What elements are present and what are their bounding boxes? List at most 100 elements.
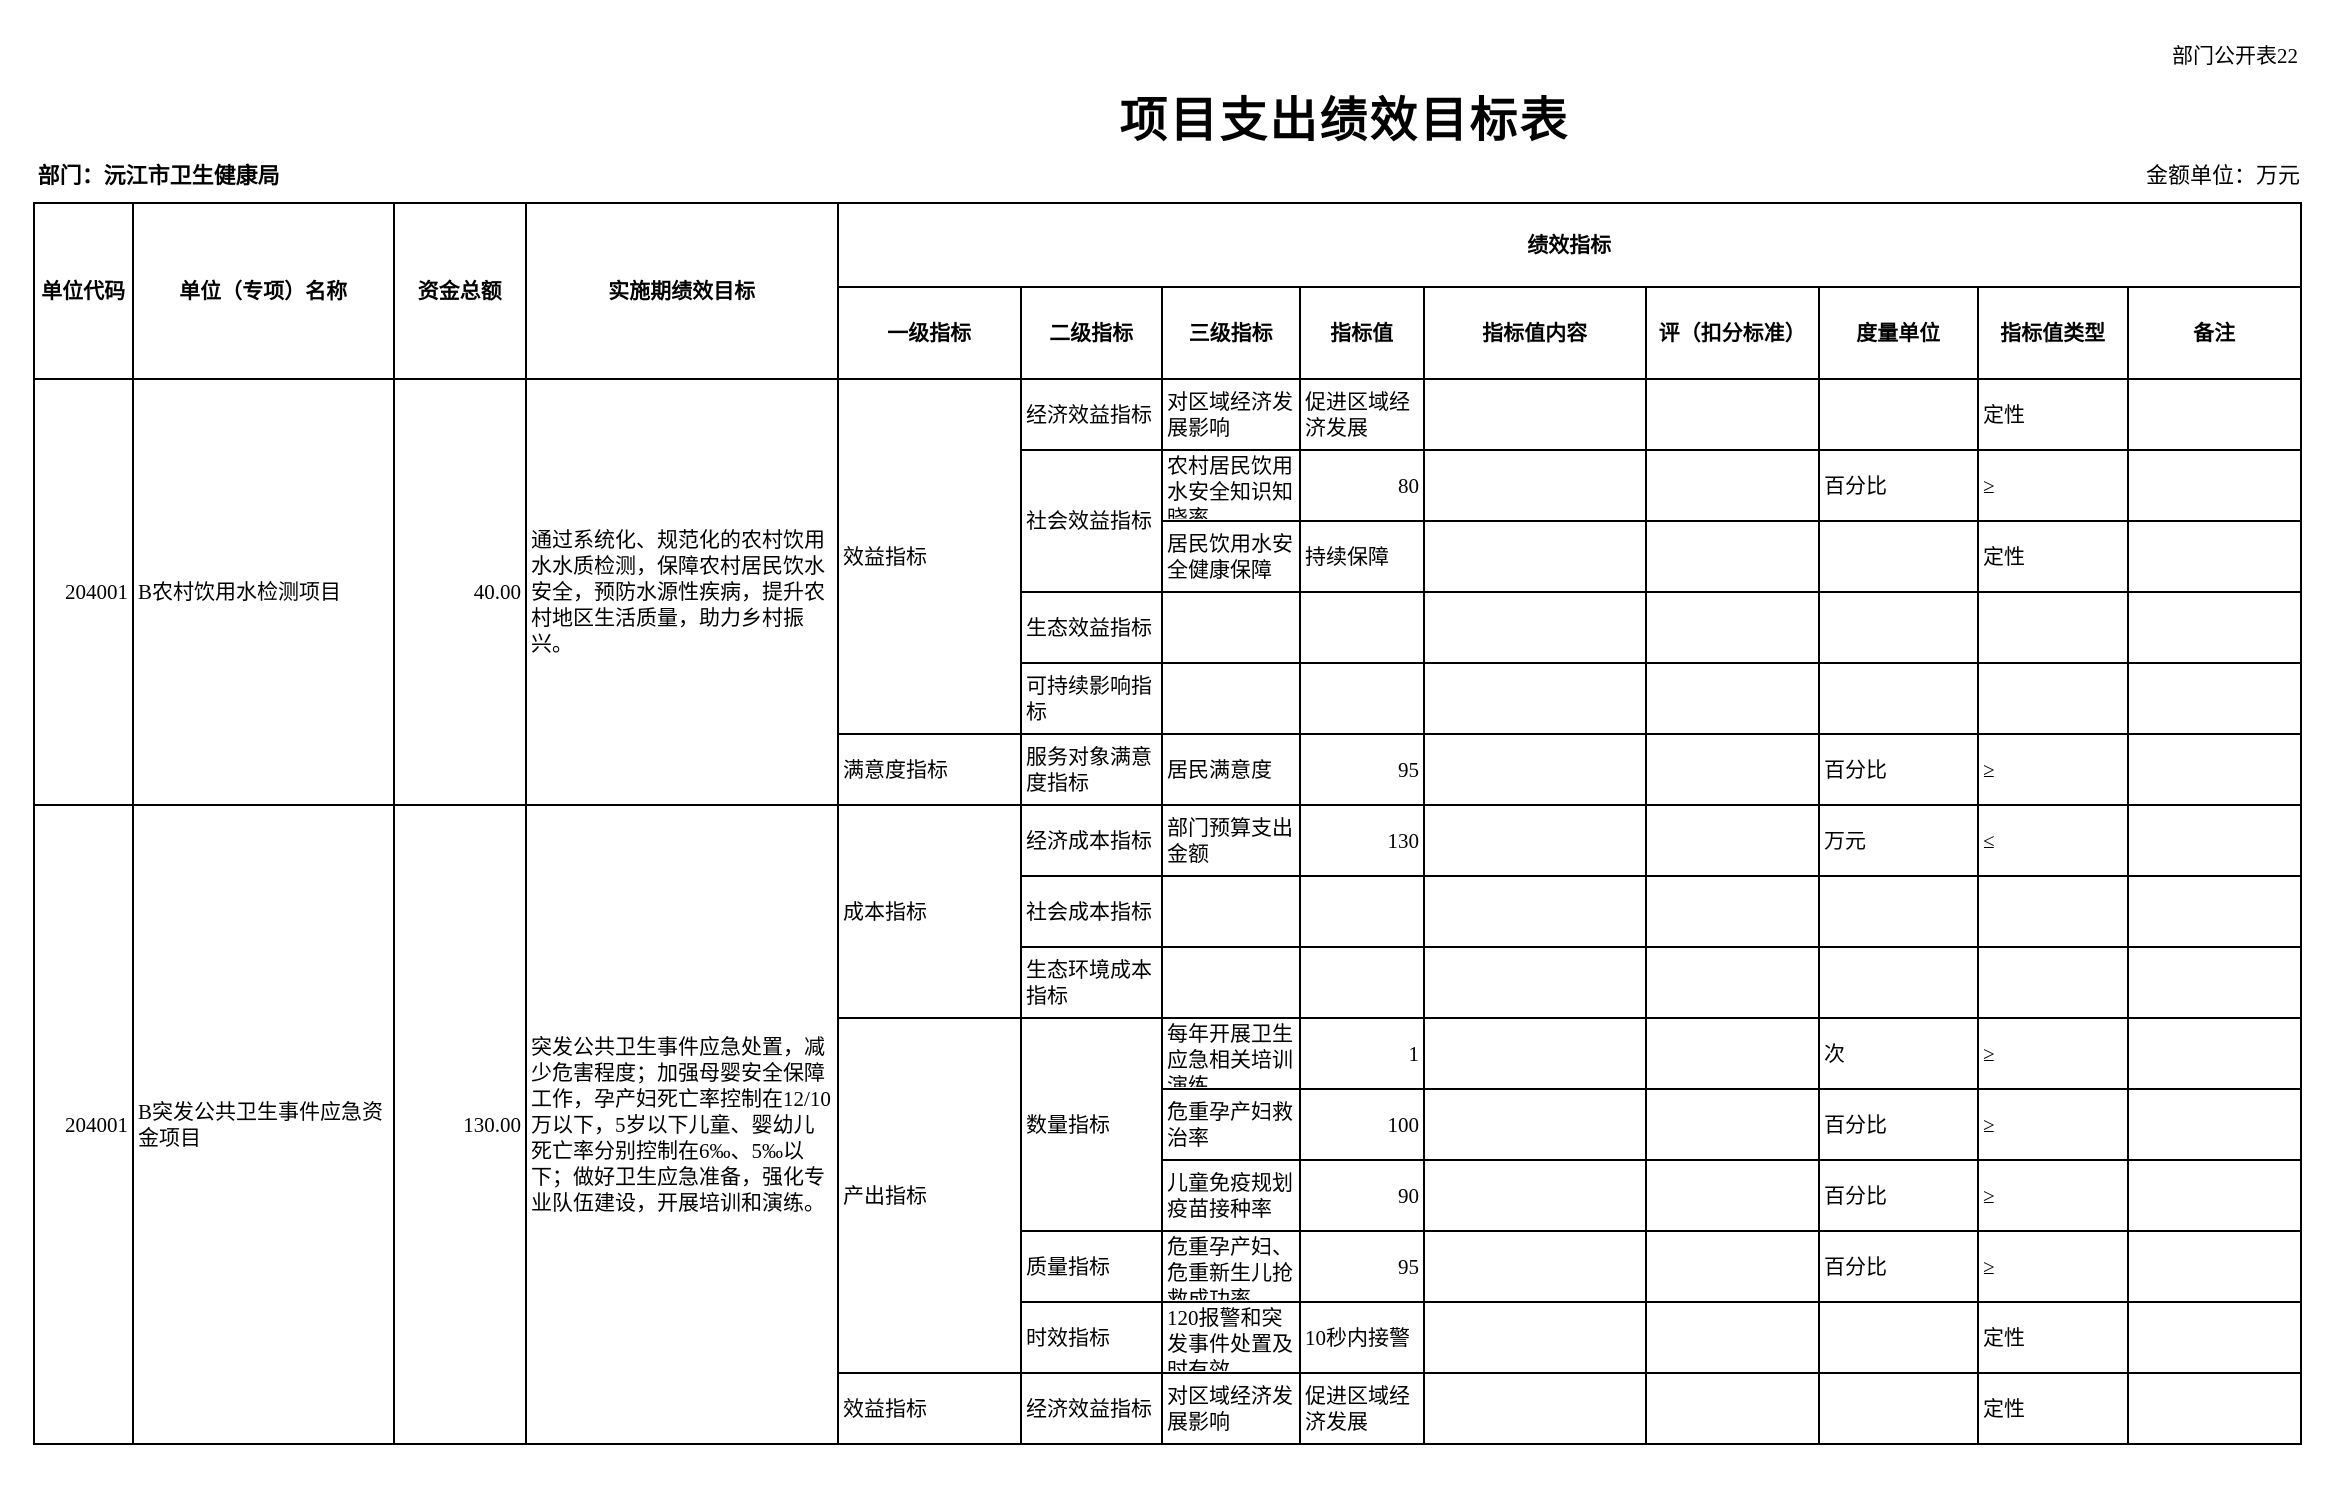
scoring-standard	[1645, 804, 1820, 877]
project-name-text: B农村饮用水检测项目	[138, 580, 342, 604]
level3-indicator-text: 120报警和突发事件处置及时有效	[1167, 1305, 1293, 1371]
level2-indicator: 可持续影响指标	[1020, 662, 1163, 735]
level3-indicator: 儿童免疫规划疫苗接种率	[1161, 1159, 1301, 1232]
level2-indicator: 质量指标	[1020, 1230, 1163, 1303]
header-sub-3: 指标值	[1299, 286, 1425, 380]
indicator-value-text: 95	[1398, 757, 1419, 782]
level2-indicator: 社会效益指标	[1020, 449, 1163, 593]
remarks	[2126, 1159, 2303, 1232]
remarks	[2126, 520, 2303, 593]
level2-indicator-text: 可持续影响指标	[1026, 673, 1152, 724]
value-type: ≥	[1977, 1230, 2129, 1303]
scoring-standard	[1645, 1230, 1820, 1303]
level3-indicator-text: 农村居民饮用水安全知识知晓率	[1167, 453, 1293, 519]
indicator-value-text: 80	[1398, 473, 1419, 498]
performance-goal: 突发公共卫生事件应急处置，减少危害程度；加强母婴安全保障工作，孕产妇死亡率控制在…	[525, 804, 839, 1445]
level3-indicator	[1161, 946, 1301, 1019]
table-row: 质量指标 危重孕产妇、危重新生儿抢救成功率 95 百分比 ≥	[34, 1230, 2303, 1303]
level3-indicator-text: 每年开展卫生应急相关培训演练	[1167, 1021, 1293, 1087]
level2-indicator: 社会成本指标	[1020, 875, 1163, 948]
value-type-text: ≥	[1983, 1041, 1995, 1066]
measure-unit	[1818, 875, 1979, 948]
value-type-text: 定性	[1983, 1325, 2025, 1350]
indicator-value: 100	[1299, 1088, 1425, 1161]
level3-indicator: 部门预算支出金额	[1161, 804, 1301, 877]
measure-unit: 百分比	[1818, 449, 1979, 522]
level3-indicator: 120报警和突发事件处置及时有效	[1161, 1301, 1301, 1374]
header-sub-6: 度量单位	[1818, 286, 1979, 380]
level3-indicator-text: 危重孕产妇、危重新生儿抢救成功率	[1167, 1234, 1293, 1300]
measure-unit-text: 次	[1824, 1041, 1845, 1066]
header-name: 单位（专项）名称	[132, 202, 395, 380]
measure-unit-text: 百分比	[1824, 1112, 1887, 1137]
level2-indicator: 时效指标	[1020, 1301, 1163, 1374]
level2-indicator-text: 经济成本指标	[1026, 828, 1152, 853]
measure-unit: 次	[1818, 1017, 1979, 1090]
unit-code: 204001	[33, 804, 134, 1445]
remarks	[2126, 1301, 2303, 1374]
value-type: 定性	[1977, 378, 2129, 451]
indicator-content	[1423, 662, 1647, 735]
level2-indicator-text: 质量指标	[1026, 1254, 1110, 1279]
scoring-standard	[1645, 1017, 1820, 1090]
value-type: ≥	[1977, 1017, 2129, 1090]
measure-unit: 百分比	[1818, 1230, 1979, 1303]
level1-indicator-text: 效益指标	[843, 544, 927, 569]
table-row: 204001 B农村饮用水检测项目 40.00 通过系统化、规范化的农村饮用水水质检测…	[33, 378, 2303, 806]
indicator-value: 95	[1299, 733, 1425, 806]
form-number: 部门公开表22	[2172, 44, 2298, 68]
level3-indicator: 对区域经济发展影响	[1161, 1372, 1301, 1445]
scoring-standard	[1645, 378, 1820, 451]
indicator-value	[1299, 591, 1425, 664]
indicator-content	[1423, 591, 1647, 664]
header-sub-7: 指标值类型	[1977, 286, 2129, 380]
header-sub-8: 备注	[2126, 286, 2303, 380]
indicator-value: 促进区域经济发展	[1299, 1372, 1425, 1445]
remarks	[2126, 946, 2303, 1019]
value-type: 定性	[1977, 1372, 2129, 1445]
department-label: 部门：沅江市卫生健康局	[38, 163, 281, 188]
value-type	[1977, 591, 2129, 664]
remarks	[2126, 591, 2303, 664]
indicator-content	[1423, 520, 1647, 593]
indicator-value: 80	[1299, 449, 1425, 522]
indicator-value-text: 130	[1387, 828, 1420, 853]
header-total: 资金总额	[393, 202, 527, 380]
level3-indicator-text: 对区域经济发展影响	[1167, 389, 1293, 440]
scoring-standard	[1645, 1372, 1820, 1445]
level3-indicator: 居民饮用水安全健康保障	[1161, 520, 1301, 593]
remarks	[2126, 1230, 2303, 1303]
indicator-content	[1423, 804, 1647, 877]
level3-indicator-text: 部门预算支出金额	[1167, 815, 1293, 866]
level2-indicator: 服务对象满意度指标	[1020, 733, 1163, 806]
level1-indicator-text: 成本指标	[843, 899, 927, 924]
level2-indicator-text: 生态效益指标	[1026, 615, 1152, 640]
measure-unit	[1818, 946, 1979, 1019]
level2-indicator: 生态环境成本指标	[1020, 946, 1163, 1019]
scoring-standard	[1645, 591, 1820, 664]
indicator-content	[1423, 946, 1647, 1019]
indicator-value-text: 90	[1398, 1183, 1419, 1208]
value-type	[1977, 662, 2129, 735]
level2-indicator-text: 经济效益指标	[1026, 1396, 1152, 1421]
header-code: 单位代码	[33, 202, 134, 380]
level2-indicator: 经济效益指标	[1020, 1372, 1163, 1445]
scoring-standard	[1645, 449, 1820, 522]
indicator-value	[1299, 946, 1425, 1019]
level1-indicator: 效益指标	[837, 1372, 1022, 1445]
fund-total: 130.00	[393, 804, 527, 1445]
performance-table: 单位代码 单位（专项）名称 资金总额 实施期绩效目标 绩效指标 一级指标 二级指标…	[33, 202, 2303, 1445]
performance-goal-text: 通过系统化、规范化的农村饮用水水质检测，保障农村居民饮水安全，预防水源性疾病，提…	[531, 528, 825, 656]
value-type-text: 定性	[1983, 402, 2025, 427]
remarks	[2126, 662, 2303, 735]
measure-unit-text: 百分比	[1824, 1254, 1887, 1279]
level3-indicator: 农村居民饮用水安全知识知晓率	[1161, 449, 1301, 522]
measure-unit	[1818, 1301, 1979, 1374]
level3-indicator-text: 居民满意度	[1167, 757, 1272, 782]
level2-indicator-text: 生态环境成本指标	[1026, 957, 1152, 1008]
indicator-value: 持续保障	[1299, 520, 1425, 593]
project-name-text: B突发公共卫生事件应急资金项目	[138, 1099, 384, 1150]
measure-unit: 百分比	[1818, 1159, 1979, 1232]
level1-indicator-text: 产出指标	[843, 1183, 927, 1208]
table-row: 生态效益指标	[34, 591, 2303, 664]
